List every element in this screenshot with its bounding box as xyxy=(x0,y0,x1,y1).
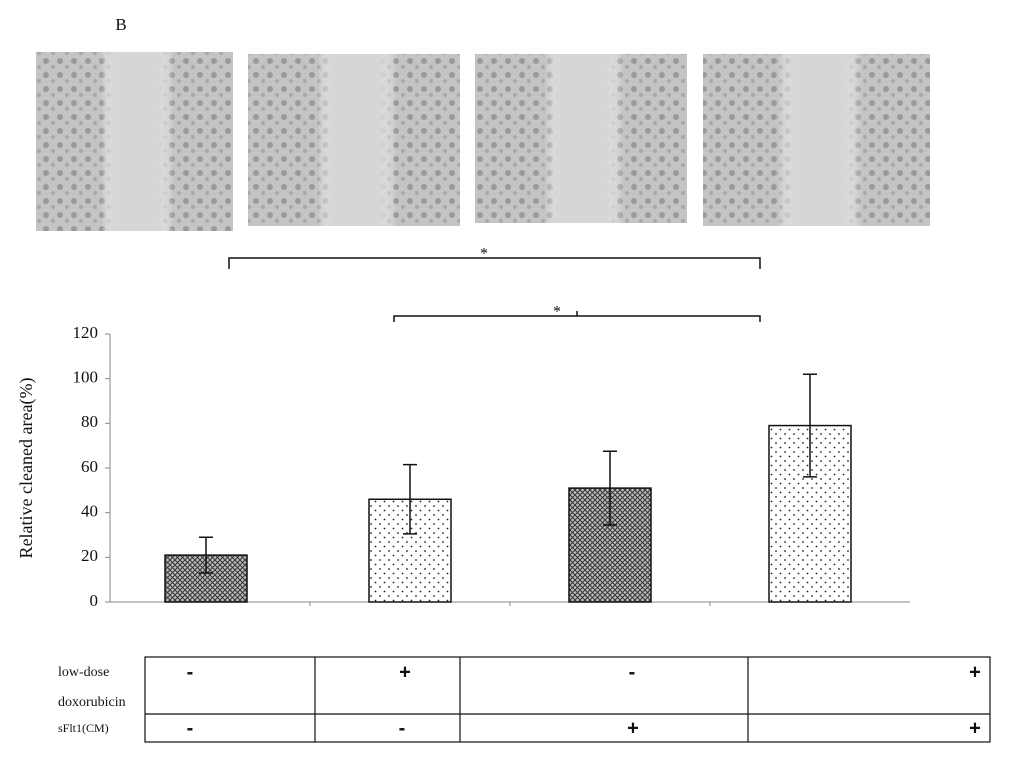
table-cell: + xyxy=(969,661,981,683)
bracket xyxy=(228,257,761,269)
y-tick-label: 100 xyxy=(73,368,99,387)
significance-star: * xyxy=(480,246,488,263)
table-cell: - xyxy=(187,717,194,739)
wound-area xyxy=(36,52,233,231)
table-border xyxy=(144,656,991,743)
bracket xyxy=(393,311,761,322)
table-cell: - xyxy=(629,661,636,683)
significance-star: * xyxy=(553,304,561,321)
wound-area xyxy=(248,54,460,226)
y-tick-label: 0 xyxy=(90,591,99,610)
micrographs xyxy=(36,52,930,231)
error-bar xyxy=(803,373,817,478)
table-cell: + xyxy=(627,717,639,739)
row-label: sFlt1(CM) xyxy=(58,721,109,735)
y-tick-label: 20 xyxy=(81,546,98,565)
row-label: low-dose xyxy=(58,665,109,680)
table-cell: - xyxy=(187,661,194,683)
significance-brackets xyxy=(228,257,761,322)
y-tick-label: 120 xyxy=(73,323,99,342)
table-cell: + xyxy=(399,661,411,683)
panel-label: B xyxy=(115,15,126,34)
table xyxy=(144,656,991,743)
row-label: doxorubicin xyxy=(58,695,126,710)
y-tick-label: 80 xyxy=(81,412,98,431)
error-bar xyxy=(199,536,213,574)
wound-area xyxy=(703,54,930,226)
y-tick-label: 40 xyxy=(81,502,98,521)
wound-area xyxy=(475,54,687,223)
y-axis-label: Relative cleaned area(%) xyxy=(16,378,37,559)
table-cell: - xyxy=(399,717,406,739)
y-tick-label: 60 xyxy=(81,457,98,476)
error-bar xyxy=(403,463,417,535)
error-bar xyxy=(603,450,617,526)
table-cell: + xyxy=(969,717,981,739)
